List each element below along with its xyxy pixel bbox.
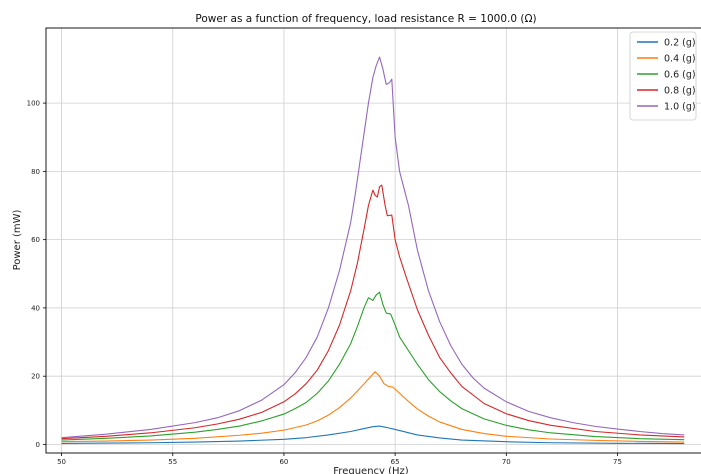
y-tick-label: 60	[31, 236, 40, 244]
grid	[46, 28, 701, 453]
series-line-2	[61, 371, 685, 443]
chart-title: Power as a function of frequency, load r…	[195, 13, 536, 25]
y-tick-label: 20	[31, 373, 40, 381]
y-axis-ticks: 0 20 40 60 80 100	[27, 100, 46, 449]
legend: 0.2 (g) 0.4 (g) 0.6 (g) 0.8 (g) 1.0 (g)	[629, 31, 697, 121]
plot-frame	[45, 27, 701, 454]
y-tick-label: 100	[27, 100, 40, 108]
legend-label-4: 0.8 (g)	[664, 86, 696, 97]
x-tick-label: 65	[391, 458, 400, 466]
x-tick-label: 50	[57, 458, 66, 466]
y-tick-label: 40	[31, 304, 40, 312]
x-tick-label: 60	[279, 458, 288, 466]
series-lines	[61, 56, 685, 445]
x-tick-label: 75	[613, 458, 622, 466]
legend-label-5: 1.0 (g)	[664, 102, 696, 113]
y-axis-label: Power (mW)	[12, 209, 23, 270]
x-axis-ticks: 50 55 60 65 70 75	[57, 453, 622, 466]
series-line-1	[61, 425, 685, 445]
y-tick-label: 0	[36, 441, 40, 449]
legend-box	[629, 31, 697, 121]
series-line-5	[61, 56, 685, 439]
series-line-3	[61, 291, 685, 441]
legend-label-2: 0.4 (g)	[664, 54, 696, 65]
legend-label-1: 0.2 (g)	[664, 38, 696, 49]
x-tick-label: 55	[168, 458, 177, 466]
legend-label-3: 0.6 (g)	[664, 70, 696, 81]
y-tick-label: 80	[31, 168, 40, 176]
x-tick-label: 70	[502, 458, 511, 466]
series-line-4	[61, 184, 685, 440]
x-axis-label: Frequency (Hz)	[333, 466, 409, 474]
